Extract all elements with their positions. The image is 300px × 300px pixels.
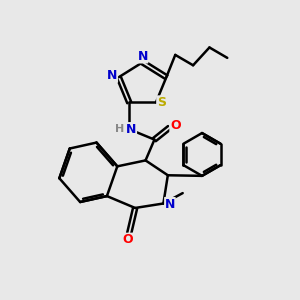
Text: N: N bbox=[126, 123, 136, 136]
Text: S: S bbox=[157, 96, 166, 109]
Text: N: N bbox=[107, 69, 117, 82]
Text: N: N bbox=[137, 50, 148, 63]
Text: N: N bbox=[165, 198, 175, 211]
Text: O: O bbox=[122, 233, 133, 246]
Text: O: O bbox=[170, 119, 181, 132]
Text: H: H bbox=[115, 124, 124, 134]
